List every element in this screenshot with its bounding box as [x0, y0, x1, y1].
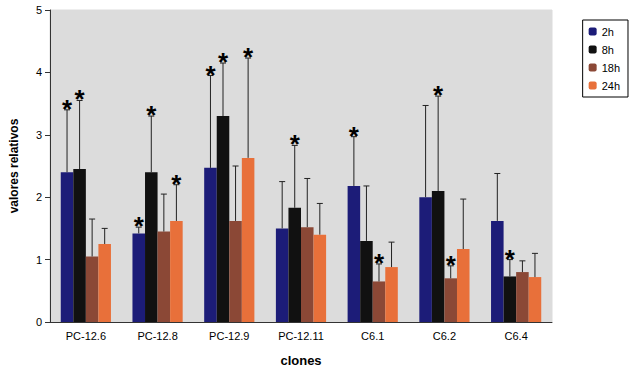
svg-text:*: *: [243, 42, 254, 72]
svg-text:24h: 24h: [602, 80, 620, 92]
svg-text:*: *: [349, 121, 360, 151]
svg-text:*: *: [290, 129, 301, 159]
svg-text:*: *: [205, 60, 216, 90]
svg-text:1: 1: [36, 254, 42, 266]
svg-text:8h: 8h: [602, 44, 614, 56]
svg-text:PC-12.6: PC-12.6: [66, 330, 106, 342]
svg-text:5: 5: [36, 4, 42, 16]
svg-text:C6.1: C6.1: [361, 330, 384, 342]
svg-text:PC-12.9: PC-12.9: [209, 330, 249, 342]
svg-text:PC-12.11: PC-12.11: [278, 330, 324, 342]
svg-text:*: *: [62, 94, 73, 124]
svg-text:*: *: [171, 169, 182, 199]
svg-text:*: *: [134, 211, 145, 241]
svg-text:PC-12.8: PC-12.8: [137, 330, 177, 342]
svg-text:*: *: [146, 100, 157, 130]
svg-text:0: 0: [36, 316, 42, 328]
svg-text:clones: clones: [280, 353, 321, 368]
svg-text:C6.2: C6.2: [433, 330, 456, 342]
svg-text:3: 3: [36, 129, 42, 141]
svg-text:*: *: [505, 244, 516, 274]
svg-text:valores relativos: valores relativos: [7, 118, 21, 213]
svg-text:C6.4: C6.4: [505, 330, 528, 342]
svg-text:*: *: [75, 84, 86, 114]
svg-text:4: 4: [36, 66, 42, 78]
svg-text:*: *: [433, 80, 444, 110]
svg-text:2: 2: [36, 191, 42, 203]
svg-text:18h: 18h: [602, 62, 620, 74]
svg-text:*: *: [218, 47, 229, 77]
svg-text:*: *: [374, 248, 385, 278]
svg-text:*: *: [446, 250, 457, 280]
svg-text:2h: 2h: [602, 26, 614, 38]
